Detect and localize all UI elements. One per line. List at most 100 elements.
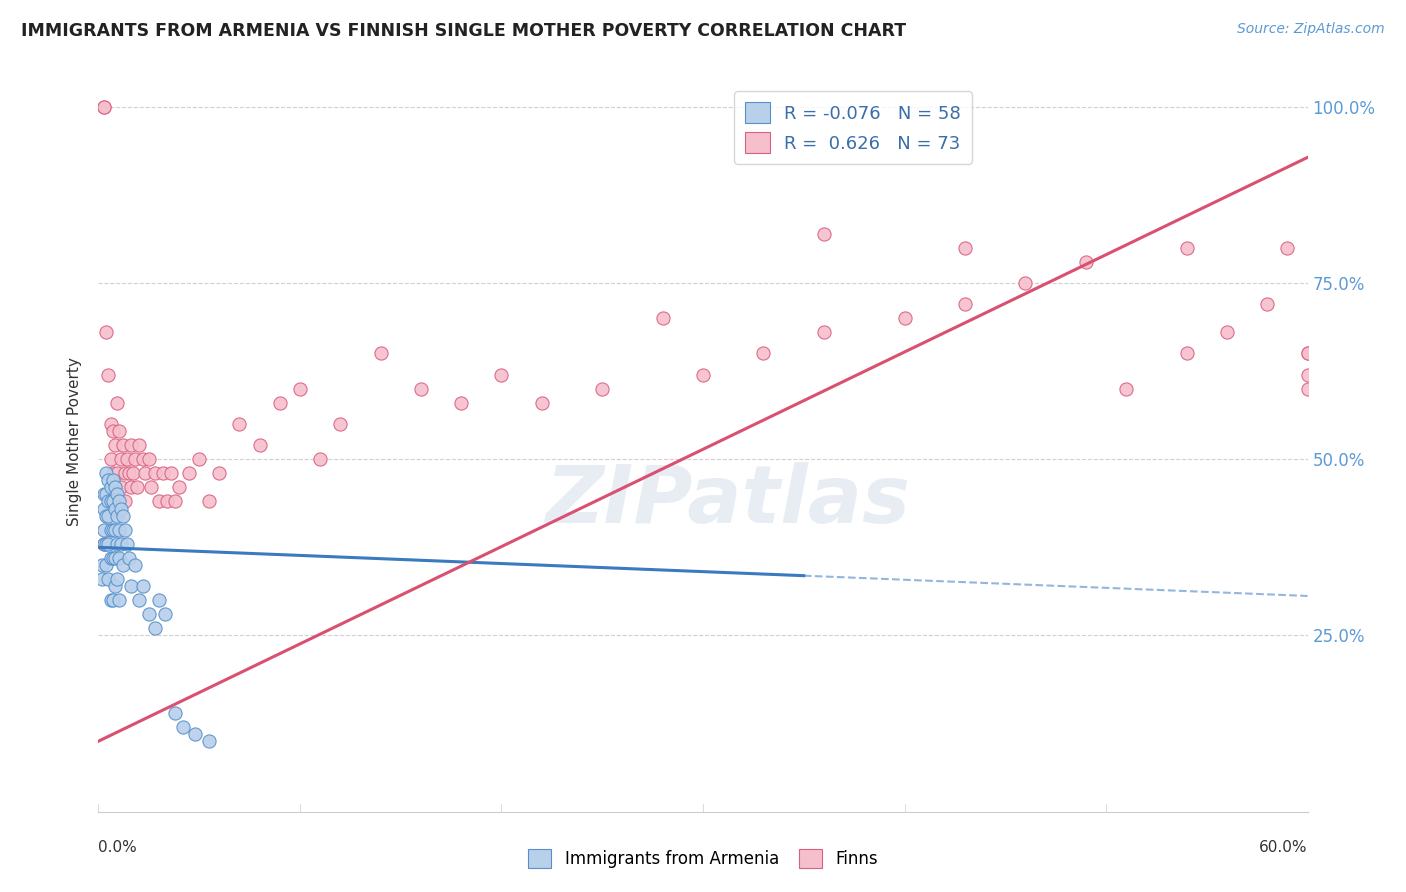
Point (1296, 346, 1319, 360)
Point (97, 572, 120, 586)
Point (138, 607, 160, 622)
Point (153, 607, 176, 622)
Point (101, 473, 124, 487)
Text: ZIPatlas: ZIPatlas (544, 462, 910, 540)
Point (651, 311, 673, 326)
Point (105, 572, 128, 586)
Point (167, 480, 190, 494)
Point (111, 558, 134, 572)
Point (138, 452, 160, 467)
Point (96, 558, 118, 572)
Point (1296, 368, 1319, 382)
Point (105, 396, 128, 410)
Point (156, 494, 179, 508)
Text: IMMIGRANTS FROM ARMENIA VS FINNISH SINGLE MOTHER POVERTY CORRELATION CHART: IMMIGRANTS FROM ARMENIA VS FINNISH SINGL… (21, 22, 907, 40)
Point (103, 438, 125, 452)
Point (125, 480, 148, 494)
Point (163, 494, 186, 508)
Point (128, 438, 150, 452)
Point (228, 417, 250, 431)
Point (96, 508, 118, 523)
Point (101, 424, 124, 438)
Point (249, 438, 271, 452)
Point (114, 467, 136, 481)
Point (118, 467, 141, 481)
Point (96, 487, 118, 501)
Point (184, 727, 207, 741)
Point (152, 467, 174, 481)
Point (100, 523, 122, 537)
Point (93, 537, 115, 551)
Point (134, 467, 156, 481)
Point (491, 368, 513, 382)
Point (107, 550, 129, 565)
Point (530, 396, 553, 410)
Point (111, 438, 134, 452)
Point (148, 494, 170, 508)
Point (813, 227, 835, 241)
Point (91, 558, 114, 572)
Point (105, 467, 128, 481)
Point (409, 382, 432, 396)
Point (309, 452, 332, 467)
Point (132, 579, 155, 593)
Point (1115, 382, 1137, 396)
Point (100, 480, 122, 494)
Point (1014, 276, 1036, 290)
Point (450, 396, 472, 410)
Point (93, 487, 115, 501)
Point (163, 706, 186, 720)
Point (953, 297, 976, 311)
Point (591, 382, 613, 396)
Point (101, 593, 124, 607)
Point (100, 452, 122, 467)
Point (132, 452, 155, 467)
Point (101, 467, 124, 481)
Point (110, 452, 132, 467)
Legend: Immigrants from Armenia, Finns: Immigrants from Armenia, Finns (522, 842, 884, 875)
Point (115, 452, 138, 467)
Point (1296, 346, 1319, 360)
Text: 0.0%: 0.0% (98, 840, 138, 855)
Point (118, 550, 141, 565)
Point (124, 452, 146, 467)
Point (97, 494, 120, 508)
Point (121, 467, 143, 481)
Point (143, 467, 166, 481)
Legend: R = -0.076   N = 58, R =  0.626   N = 73: R = -0.076 N = 58, R = 0.626 N = 73 (734, 92, 972, 164)
Text: 60.0%: 60.0% (1260, 840, 1308, 855)
Point (1296, 382, 1319, 396)
Point (100, 550, 122, 565)
Point (288, 382, 311, 396)
Point (1256, 297, 1278, 311)
Point (172, 720, 194, 734)
Point (101, 550, 124, 565)
Point (107, 494, 129, 508)
Point (103, 550, 125, 565)
Point (120, 438, 142, 452)
Point (143, 621, 166, 635)
Point (124, 558, 146, 572)
Point (103, 523, 125, 537)
Point (101, 494, 124, 508)
Point (103, 579, 125, 593)
Point (93, 537, 115, 551)
Point (97, 368, 120, 382)
Point (370, 346, 392, 360)
Point (1175, 241, 1198, 255)
Point (103, 501, 125, 516)
Point (813, 325, 835, 339)
Point (107, 424, 129, 438)
Point (1277, 241, 1299, 255)
Point (179, 467, 201, 481)
Point (111, 508, 134, 523)
Point (96, 467, 118, 481)
Point (115, 537, 138, 551)
Point (128, 593, 150, 607)
Point (100, 593, 122, 607)
Point (752, 346, 775, 360)
Point (97, 473, 120, 487)
Point (97, 537, 120, 551)
Point (110, 480, 132, 494)
Point (107, 523, 129, 537)
